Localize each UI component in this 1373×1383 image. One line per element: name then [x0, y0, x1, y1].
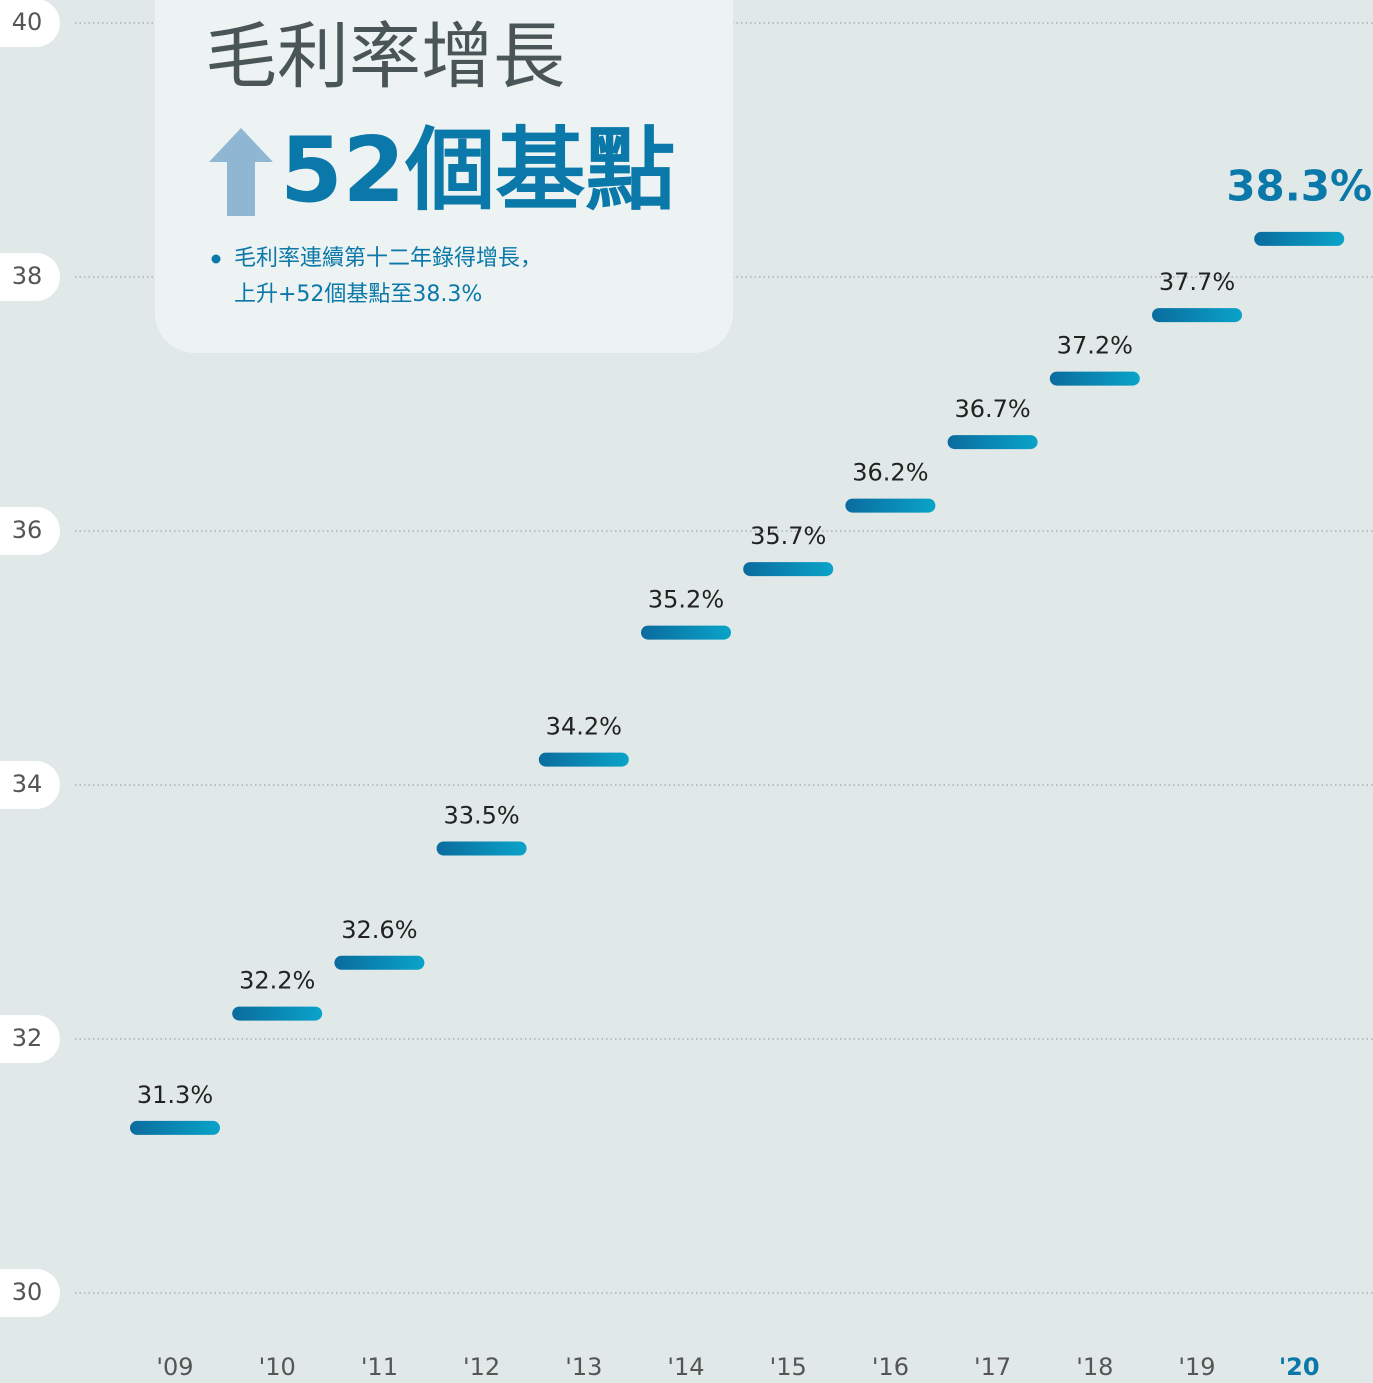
- bar: [130, 1120, 220, 1135]
- y-tick-pill: [0, 761, 60, 809]
- value-label: 35.2%: [648, 586, 724, 614]
- marks: '09 31.3% '10 32.2% '11 32.6% '12 33.5% '13 34.2%…: [130, 161, 1372, 1381]
- y-tick-label: 36: [12, 516, 43, 544]
- info-box: 毛利率增長 52個基點 毛利率連續第十二年錄得增長， 上升+52個基點至38.3…: [155, 0, 733, 353]
- x-tick-label: '14: [667, 1353, 704, 1381]
- value-label: 32.6%: [341, 916, 417, 944]
- x-tick-label: '09: [156, 1353, 193, 1381]
- value-label: 34.2%: [546, 713, 622, 741]
- value-label: 32.2%: [239, 967, 315, 995]
- bar: [436, 841, 527, 856]
- info-title: 毛利率增長: [205, 15, 565, 99]
- x-tick-label: '11: [361, 1353, 398, 1381]
- y-tick-label: 34: [12, 770, 43, 798]
- x-tick-label: '13: [565, 1353, 602, 1381]
- x-tick-label: '16: [872, 1353, 909, 1381]
- y-tick-pill: [0, 0, 60, 47]
- x-tick-label: '17: [974, 1353, 1011, 1381]
- bar: [1152, 308, 1242, 323]
- bar: [743, 562, 834, 577]
- x-tick-label: '20: [1279, 1353, 1320, 1381]
- bullet: [211, 254, 221, 264]
- y-tick-pill: [0, 1015, 60, 1063]
- value-label: 37.2%: [1057, 332, 1133, 360]
- y-tick-pill: [0, 253, 60, 301]
- value-label: 36.7%: [954, 395, 1030, 423]
- annotation-line: 上升+52個基點至38.3%: [234, 282, 482, 307]
- bar: [947, 435, 1038, 450]
- x-tick-label: '15: [770, 1353, 807, 1381]
- y-tick-label: 40: [12, 8, 43, 36]
- value-label: 36.2%: [852, 459, 928, 487]
- x-tick-label: '19: [1178, 1353, 1215, 1381]
- value-label: 31.3%: [137, 1081, 213, 1109]
- y-tick-pill: [0, 507, 60, 555]
- value-label: 35.7%: [750, 522, 826, 550]
- info-subtitle: 52個基點: [280, 118, 675, 223]
- y-tick-label: 30: [12, 1278, 43, 1306]
- bar: [538, 752, 629, 767]
- y-tick-label: 32: [12, 1024, 43, 1052]
- x-tick-label: '12: [463, 1353, 500, 1381]
- annotation-line: 毛利率連續第十二年錄得增長，: [234, 246, 542, 271]
- value-label: 33.5%: [443, 802, 519, 830]
- bar: [1254, 231, 1345, 246]
- up-arrow: [209, 128, 273, 216]
- bar: [232, 1006, 323, 1021]
- x-tick-label: '10: [259, 1353, 296, 1381]
- bar: [334, 955, 425, 970]
- bar: [845, 498, 936, 513]
- y-tick-pill: [0, 1269, 60, 1317]
- value-label: 37.7%: [1159, 268, 1235, 296]
- value-label: 38.3%: [1226, 161, 1372, 210]
- info-box-bg: [155, 0, 733, 353]
- bar: [1049, 371, 1140, 386]
- y-tick-label: 38: [12, 262, 43, 290]
- x-tick-label: '18: [1076, 1353, 1113, 1381]
- bar: [641, 625, 731, 640]
